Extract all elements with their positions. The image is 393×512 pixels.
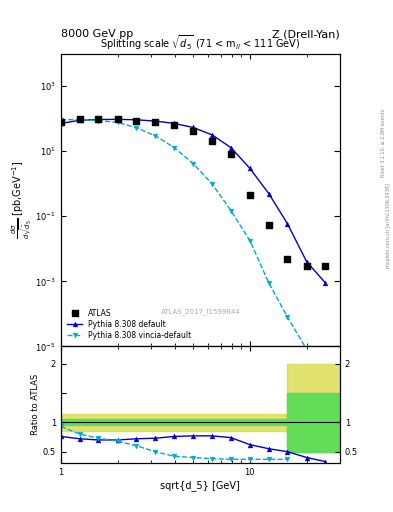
Pythia 8.308 vincia-default [266, 280, 271, 286]
Pythia 8.308 vincia-default [285, 314, 290, 320]
Pythia 8.308 default [266, 190, 271, 197]
Line: Pythia 8.308 vincia-default: Pythia 8.308 vincia-default [59, 117, 328, 383]
Y-axis label: $\frac{d\sigma}{d\sqrt{\bar{d}_5}}$ [pb,GeV$^{-1}$]: $\frac{d\sigma}{d\sqrt{\bar{d}_5}}$ [pb,… [9, 161, 34, 240]
Pythia 8.308 vincia-default [153, 133, 158, 139]
ATLAS [152, 118, 158, 126]
Pythia 8.308 default [248, 165, 252, 172]
Pythia 8.308 default [153, 118, 158, 124]
Pythia 8.308 default [210, 132, 215, 138]
Title: Splitting scale $\sqrt{d_5}$ (71 < m$_{ll}$ < 111 GeV): Splitting scale $\sqrt{d_5}$ (71 < m$_{l… [100, 33, 301, 52]
Pythia 8.308 vincia-default [191, 160, 195, 166]
Pythia 8.308 vincia-default [116, 119, 120, 125]
Pythia 8.308 vincia-default [229, 207, 233, 214]
Text: Z (Drell-Yan): Z (Drell-Yan) [272, 29, 340, 39]
Pythia 8.308 vincia-default [323, 377, 328, 383]
ATLAS [228, 150, 234, 158]
Text: Rivet 3.1.10, ≥ 2.8M events: Rivet 3.1.10, ≥ 2.8M events [381, 109, 386, 178]
Pythia 8.308 default [191, 124, 195, 131]
Text: mcplots.cern.ch [arXiv:1306.3436]: mcplots.cern.ch [arXiv:1306.3436] [386, 183, 391, 268]
ATLAS [209, 137, 215, 145]
Pythia 8.308 vincia-default [77, 116, 82, 122]
ATLAS [133, 117, 140, 125]
Pythia 8.308 vincia-default [248, 238, 252, 244]
Pythia 8.308 default [285, 221, 290, 227]
Pythia 8.308 vincia-default [210, 181, 215, 187]
ATLAS [284, 254, 290, 263]
Pythia 8.308 default [172, 120, 176, 126]
Pythia 8.308 default [323, 280, 328, 286]
Pythia 8.308 default [77, 117, 82, 123]
ATLAS [266, 221, 272, 229]
Text: 8000 GeV pp: 8000 GeV pp [61, 29, 133, 39]
Legend: ATLAS, Pythia 8.308 default, Pythia 8.308 vincia-default: ATLAS, Pythia 8.308 default, Pythia 8.30… [65, 306, 194, 343]
Pythia 8.308 default [59, 120, 63, 126]
ATLAS [77, 115, 83, 123]
ATLAS [95, 115, 101, 123]
Pythia 8.308 default [116, 116, 120, 122]
X-axis label: sqrt{d_5} [GeV]: sqrt{d_5} [GeV] [160, 480, 241, 491]
Pythia 8.308 default [96, 116, 101, 122]
ATLAS [247, 191, 253, 199]
Pythia 8.308 vincia-default [172, 144, 176, 151]
Pythia 8.308 default [304, 259, 309, 265]
ATLAS [58, 117, 64, 125]
ATLAS [303, 262, 310, 270]
Pythia 8.308 vincia-default [134, 124, 139, 131]
Pythia 8.308 vincia-default [96, 118, 101, 124]
Pythia 8.308 vincia-default [304, 347, 309, 353]
Y-axis label: Ratio to ATLAS: Ratio to ATLAS [31, 374, 40, 436]
Pythia 8.308 default [134, 117, 139, 123]
ATLAS [322, 262, 329, 270]
Text: ATLAS_2017_I1599844: ATLAS_2017_I1599844 [161, 308, 240, 314]
ATLAS [190, 126, 196, 135]
Pythia 8.308 default [229, 144, 233, 151]
Pythia 8.308 vincia-default [59, 117, 63, 123]
ATLAS [171, 121, 177, 130]
ATLAS [115, 115, 121, 123]
Line: Pythia 8.308 default: Pythia 8.308 default [59, 117, 328, 285]
